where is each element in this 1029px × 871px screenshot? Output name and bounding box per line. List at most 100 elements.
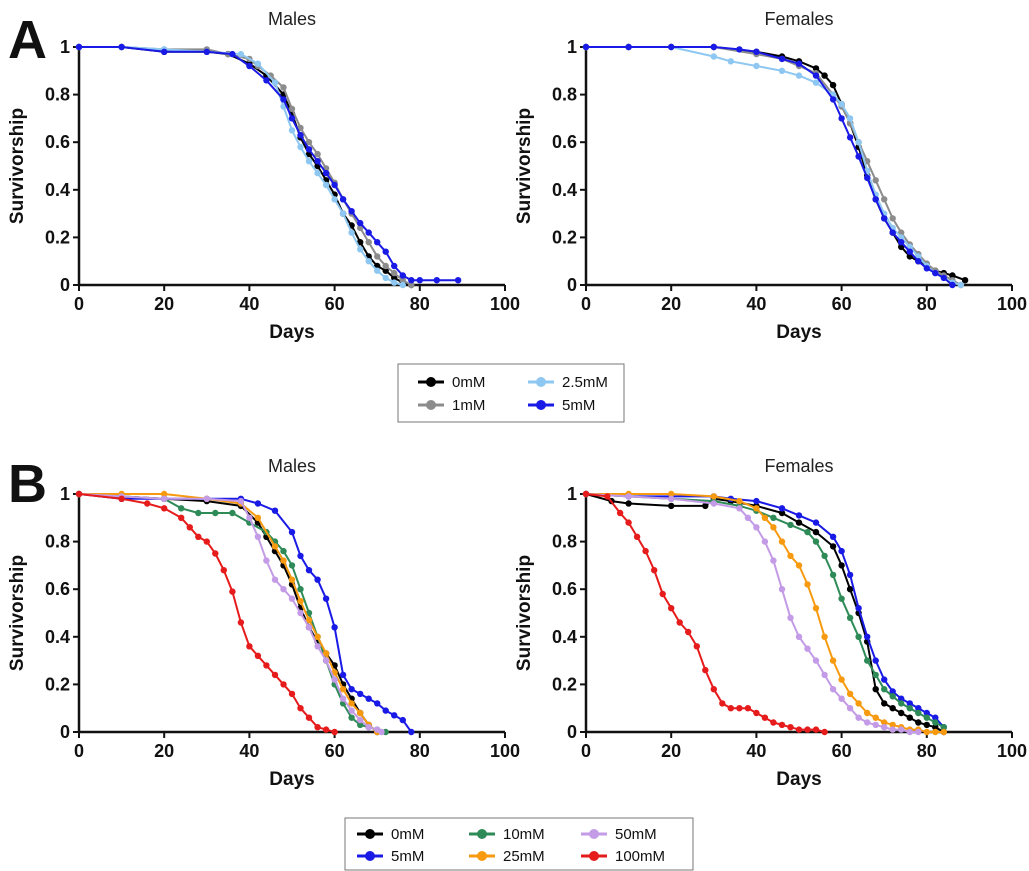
data-point: [288, 105, 296, 113]
data-point: [297, 124, 304, 132]
data-point: [314, 169, 321, 177]
data-point: [702, 502, 709, 510]
data-point: [280, 84, 287, 91]
data-point: [940, 274, 947, 282]
x-tick-label: 100: [997, 741, 1027, 761]
x-axis-label: Days: [776, 769, 821, 790]
data-point: [161, 490, 168, 498]
chart-b-males: Males 0 20 40 60 80 100 0 0.2 0.4 0.6 0.8 1 Days Survi…: [7, 456, 520, 790]
data-point: [382, 274, 389, 282]
data-point: [923, 265, 930, 272]
y-tick-label: 1: [567, 484, 577, 504]
data-point: [923, 709, 930, 717]
chart-b-females: Females 0 20 40 60 80 100 0 0.2 0.4 0.6 0.8 1 Days Sur…: [514, 456, 1027, 790]
data-point: [186, 524, 193, 531]
series-25mm: [75, 490, 381, 736]
data-point: [812, 72, 820, 79]
data-point: [246, 514, 253, 521]
axes: 0 20 40 60 80 100 0 0.2 0.4 0.6 0.8 1: [552, 37, 1027, 314]
data-point: [203, 495, 210, 502]
legend-panel-a: 0mM 1mM 2.5mM 5mM: [397, 363, 625, 423]
data-point: [271, 576, 279, 583]
y-tick-label: 1: [567, 37, 577, 57]
data-point: [889, 721, 896, 729]
data-point: [753, 497, 760, 505]
data-point: [625, 43, 632, 51]
data-point: [339, 686, 347, 693]
legend-entry-1mm: 1mM: [418, 397, 485, 414]
data-point: [753, 709, 760, 717]
data-point: [322, 657, 330, 664]
data-point: [846, 614, 854, 621]
data-point: [829, 81, 837, 89]
x-tick-label: 60: [325, 294, 345, 314]
series-line: [79, 493, 378, 733]
data-point: [212, 509, 219, 517]
data-point: [616, 509, 624, 517]
x-tick-label: 20: [154, 741, 174, 761]
data-point: [829, 543, 837, 550]
data-point: [889, 229, 896, 236]
data-point: [778, 55, 786, 63]
data-point: [668, 495, 675, 502]
data-point: [932, 269, 939, 277]
data-point: [305, 139, 313, 146]
data-point: [872, 721, 879, 729]
data-point: [348, 686, 355, 693]
data-point: [408, 277, 415, 284]
data-point: [357, 239, 364, 246]
legend-entry-0mm: 0mM: [357, 826, 424, 843]
data-point: [246, 643, 253, 650]
data-point: [872, 177, 879, 184]
axes: 0 20 40 60 80 100 0 0.2 0.4 0.6 0.8 1: [45, 484, 520, 761]
data-point: [719, 700, 726, 707]
series-line: [79, 46, 404, 286]
data-point: [855, 153, 862, 160]
data-point: [821, 633, 828, 640]
chart-title: Females: [764, 9, 833, 29]
data-point: [932, 719, 939, 726]
data-point: [838, 695, 845, 702]
data-point: [288, 562, 296, 569]
data-point: [829, 571, 837, 579]
data-point: [339, 210, 347, 217]
data-point: [957, 281, 965, 289]
x-tick-label: 20: [661, 741, 681, 761]
series-0mm: [582, 490, 947, 736]
legend-label: 1mM: [452, 397, 485, 414]
y-tick-label: 0.6: [552, 579, 577, 599]
data-point: [753, 524, 760, 531]
y-tick-label: 0.8: [45, 532, 70, 552]
data-point: [829, 657, 837, 664]
data-point: [804, 645, 811, 652]
data-point: [804, 726, 811, 733]
data-point: [633, 533, 641, 540]
legend-swatch-marker: [589, 829, 599, 839]
data-point: [314, 643, 321, 650]
data-point: [254, 500, 262, 507]
x-axis-label: Days: [776, 322, 821, 343]
data-point: [761, 538, 769, 545]
y-axis-label: Survivorship: [514, 108, 535, 224]
data-point: [331, 196, 338, 203]
data-point: [676, 619, 683, 626]
legends: 0mM 1mM 2.5mM 5mM 0mM 5mM 10mM 25mM 50mM 100mM: [344, 363, 694, 871]
legend-swatch-marker: [365, 851, 375, 861]
y-tick-label: 0: [567, 275, 577, 295]
y-tick-label: 0.8: [45, 85, 70, 105]
data-point: [812, 605, 820, 612]
data-point: [271, 543, 279, 550]
legend-panel-b: 0mM 5mM 10mM 25mM 50mM 100mM: [344, 817, 694, 871]
legend-swatch-marker: [426, 400, 436, 410]
data-point: [237, 497, 245, 505]
series-line: [585, 493, 919, 733]
data-point: [271, 79, 279, 86]
x-tick-label: 80: [917, 741, 937, 761]
data-point: [932, 714, 939, 721]
x-tick-label: 40: [746, 741, 766, 761]
series-100mm: [582, 490, 828, 736]
data-point: [322, 181, 330, 189]
data-point: [382, 707, 389, 714]
data-point: [348, 700, 355, 707]
axes: 0 20 40 60 80 100 0 0.2 0.4 0.6 0.8 1: [45, 37, 520, 314]
